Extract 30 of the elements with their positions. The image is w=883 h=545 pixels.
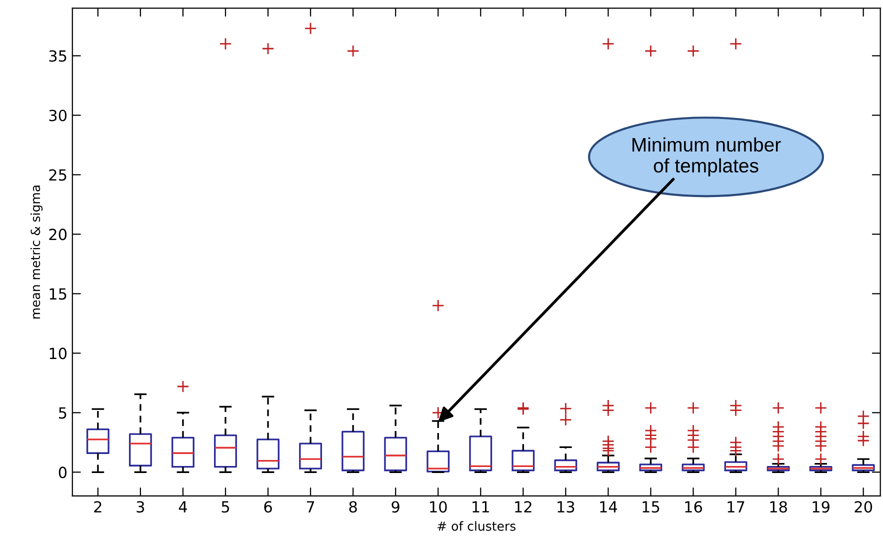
- x-tick-label: 16: [685, 501, 702, 513]
- y-tick-label: 25: [49, 169, 66, 181]
- annotation: Minimum number of templates: [632, 137, 781, 176]
- x-tick-label: 2: [94, 501, 102, 512]
- x-tick-label: 10: [430, 501, 447, 513]
- x-tick-label: 7: [306, 501, 314, 512]
- x-tick-label: 14: [600, 501, 618, 512]
- y-tick-label: 0: [58, 466, 67, 478]
- y-tick-label: 5: [59, 407, 66, 419]
- x-tick-label: 15: [642, 501, 660, 513]
- x-tick-label: 4: [178, 501, 187, 512]
- x-tick-label: 5: [222, 501, 230, 513]
- x-tick-label: 12: [515, 501, 532, 512]
- x-tick-label: 13: [558, 501, 574, 513]
- x-tick-label: 19: [812, 501, 830, 513]
- y-tick-label: 30: [49, 110, 67, 122]
- x-tick-label: 9: [392, 501, 400, 513]
- y-tick-label: 15: [50, 288, 66, 300]
- x-tick-label: 17: [728, 501, 744, 512]
- x-tick-label: 3: [136, 501, 144, 513]
- x-tick-label: 6: [264, 501, 272, 513]
- y-axis-title: mean metric & sigma: [30, 186, 43, 318]
- x-axis-title: # of clusters: [438, 521, 516, 531]
- x-tick-label: 18: [770, 501, 787, 513]
- y-tick-label: 10: [50, 348, 67, 360]
- x-tick-label: 11: [472, 501, 489, 512]
- y-tick-label: 20: [49, 228, 67, 240]
- x-tick-label: 20: [854, 501, 872, 513]
- y-tick-label: 35: [49, 50, 66, 62]
- x-tick-label: 8: [349, 501, 357, 513]
